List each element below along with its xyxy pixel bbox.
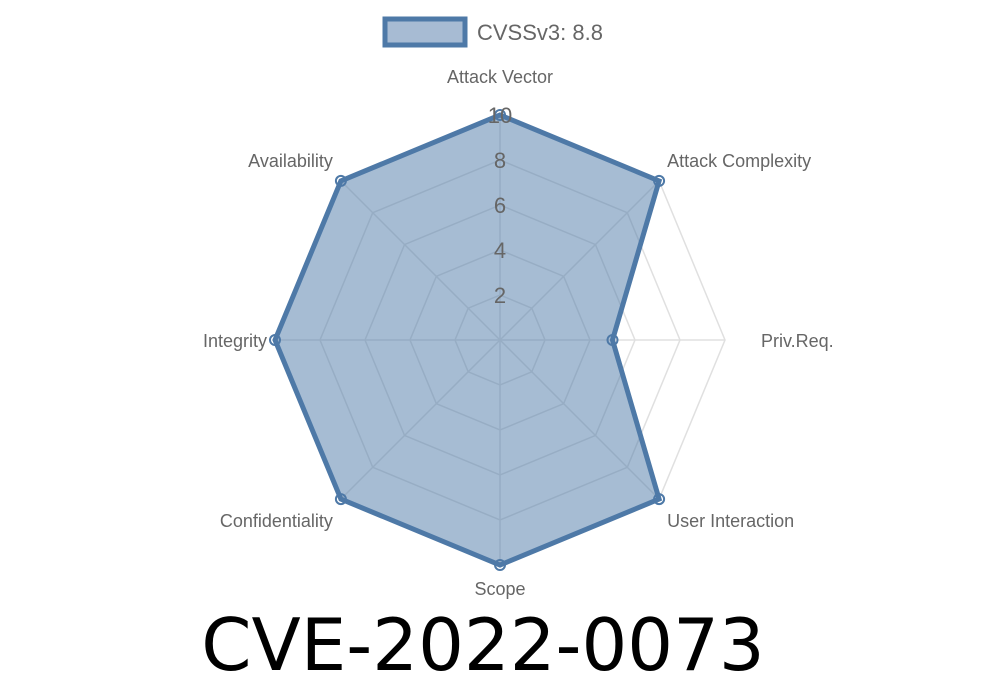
tick-label: 10 <box>488 103 512 128</box>
tick-label: 4 <box>494 238 506 263</box>
data-point <box>653 174 666 187</box>
series <box>269 109 666 571</box>
axis-labels: Attack Vector Attack Complexity Priv.Req. U… <box>203 67 834 599</box>
axis-label: Availability <box>248 151 333 171</box>
tick-label: 6 <box>494 193 506 218</box>
axis-label: Attack Complexity <box>667 151 811 171</box>
axis-label: Confidentiality <box>220 511 333 531</box>
data-point <box>269 334 281 346</box>
legend-label: CVSSv3: 8.8 <box>477 20 603 45</box>
tick-label: 2 <box>494 283 506 308</box>
chart-title: CVE-2022-0073 <box>201 603 764 687</box>
axis-label: Integrity <box>203 331 267 351</box>
axis-label: Attack Vector <box>447 67 553 87</box>
data-point <box>334 493 347 506</box>
data-point <box>334 174 347 187</box>
axis-label: User Interaction <box>667 511 794 531</box>
data-point <box>494 109 506 121</box>
axis-label: Priv.Req. <box>761 331 834 351</box>
legend-swatch <box>382 16 468 48</box>
data-point <box>653 493 666 506</box>
data-point <box>494 559 506 571</box>
axis-label: Scope <box>474 579 525 599</box>
tick-labels: 2 4 6 8 10 <box>488 103 512 308</box>
tick-label: 8 <box>494 148 506 173</box>
legend: CVSSv3: 8.8 <box>382 16 603 48</box>
series-area <box>272 112 663 568</box>
data-point <box>606 334 619 346</box>
